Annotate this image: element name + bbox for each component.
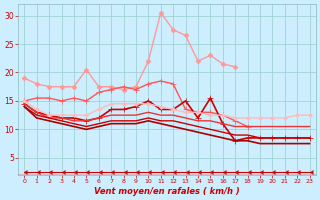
X-axis label: Vent moyen/en rafales ( km/h ): Vent moyen/en rafales ( km/h ) (94, 187, 240, 196)
